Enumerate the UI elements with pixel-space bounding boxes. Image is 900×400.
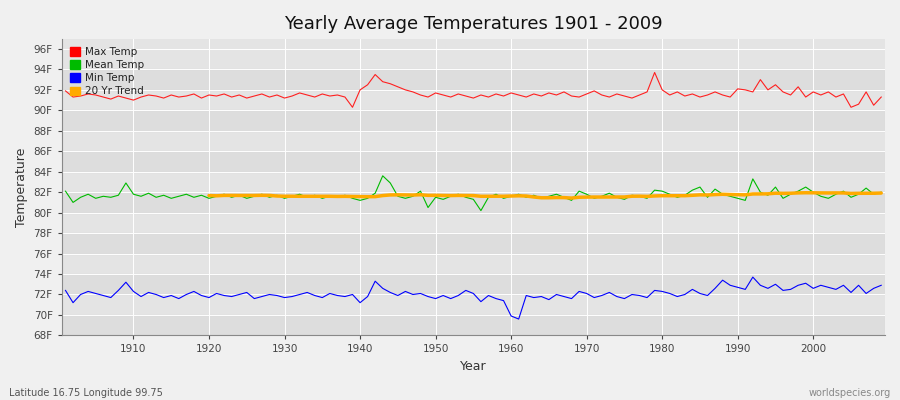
- Bar: [62, 110, 885, 131]
- Bar: [62, 274, 885, 294]
- Bar: [62, 315, 885, 336]
- Bar: [62, 151, 885, 172]
- Bar: [62, 233, 885, 254]
- X-axis label: Year: Year: [460, 360, 487, 373]
- Text: Latitude 16.75 Longitude 99.75: Latitude 16.75 Longitude 99.75: [9, 388, 163, 398]
- Bar: [62, 192, 885, 213]
- Text: worldspecies.org: worldspecies.org: [809, 388, 891, 398]
- Title: Yearly Average Temperatures 1901 - 2009: Yearly Average Temperatures 1901 - 2009: [284, 15, 662, 33]
- Legend: Max Temp, Mean Temp, Min Temp, 20 Yr Trend: Max Temp, Mean Temp, Min Temp, 20 Yr Tre…: [67, 44, 147, 100]
- Y-axis label: Temperature: Temperature: [15, 147, 28, 227]
- Bar: [62, 70, 885, 90]
